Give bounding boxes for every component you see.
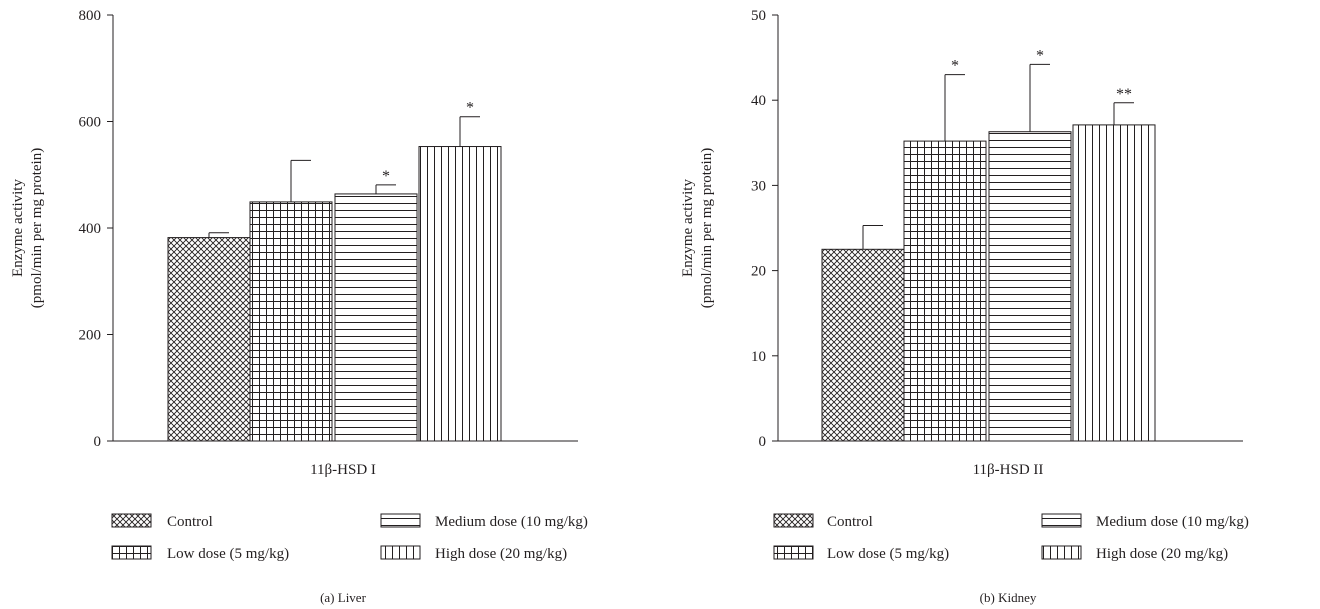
y-axis-title-liver: Enzyme activity (pmol/min per mg protein…	[10, 148, 45, 308]
y-tick-label: 40	[751, 93, 766, 109]
y-axis-title-line1: Enzyme activity	[10, 179, 26, 277]
legend-label: High dose (20 mg/kg)	[1096, 546, 1228, 562]
bar	[418, 146, 502, 442]
legend-item-medium-dose: Medium dose (10 mg/kg)	[380, 513, 588, 530]
legend-item-control: Control	[111, 513, 213, 530]
y-tick-label: 600	[79, 115, 102, 131]
x-axis-label-liver: 11β-HSD I	[310, 462, 376, 478]
legend-label: Low dose (5 mg/kg)	[167, 546, 289, 562]
y-tick-label: 0	[759, 434, 767, 450]
legend-swatch-crosshatch	[111, 513, 152, 528]
legend-item-control: Control	[773, 513, 873, 530]
legend-liver: Control Low dose (5 mg/kg) Medium dose (…	[111, 513, 588, 562]
legend-swatch-horizontal	[1041, 513, 1082, 528]
bar	[249, 201, 333, 442]
y-tick-label: 20	[751, 264, 766, 280]
legend-swatch-vertical	[1041, 545, 1082, 560]
legend-label: Control	[167, 514, 213, 530]
legend-item-low-dose: Low dose (5 mg/kg)	[773, 545, 949, 562]
legend-label: Medium dose (10 mg/kg)	[1096, 514, 1249, 530]
legend-label: Low dose (5 mg/kg)	[827, 546, 949, 562]
y-tick-label: 10	[751, 349, 766, 365]
significance-marker: *	[466, 100, 474, 117]
significance-marker: *	[951, 58, 959, 75]
panel-liver: 0 200 400 600 800 * *	[79, 8, 578, 450]
y-tick-label: 400	[79, 221, 102, 237]
panel-caption-kidney: (b) Kidney	[980, 590, 1037, 605]
y-tick-label: 800	[79, 8, 102, 24]
x-axis-label-kidney: 11β-HSD II	[973, 462, 1044, 478]
significance-marker: *	[382, 168, 390, 185]
bar	[903, 140, 987, 442]
legend-swatch-vertical	[380, 545, 421, 560]
legend-swatch-grid	[773, 545, 814, 560]
y-tick-label: 200	[79, 328, 102, 344]
significance-marker: *	[1036, 47, 1044, 64]
legend-item-medium-dose: Medium dose (10 mg/kg)	[1041, 513, 1249, 530]
y-tick-label: 0	[94, 434, 102, 450]
legend-swatch-crosshatch	[773, 513, 814, 528]
legend-swatch-horizontal	[380, 513, 421, 528]
legend-label: Control	[827, 514, 873, 530]
legend-item-high-dose: High dose (20 mg/kg)	[380, 545, 567, 562]
legend-item-high-dose: High dose (20 mg/kg)	[1041, 545, 1228, 562]
legend-kidney: Control Low dose (5 mg/kg) Medium dose (…	[773, 513, 1249, 562]
significance-marker: **	[1116, 86, 1132, 103]
y-tick-label: 50	[751, 8, 766, 24]
legend-label: High dose (20 mg/kg)	[435, 546, 567, 562]
bar	[167, 237, 251, 442]
y-axis-title-line2: (pmol/min per mg protein)	[29, 148, 45, 308]
bar	[334, 193, 418, 442]
bar	[1072, 124, 1156, 442]
y-tick-label: 30	[751, 178, 766, 194]
legend-item-low-dose: Low dose (5 mg/kg)	[111, 545, 289, 562]
bar	[821, 248, 905, 442]
y-axis-title-line1: Enzyme activity	[680, 179, 696, 277]
legend-label: Medium dose (10 mg/kg)	[435, 514, 588, 530]
y-axis-title-kidney: Enzyme activity (pmol/min per mg protein…	[680, 148, 715, 308]
panel-caption-liver: (a) Liver	[320, 590, 367, 605]
bar	[988, 131, 1072, 442]
y-axis-title-line2: (pmol/min per mg protein)	[699, 148, 715, 308]
legend-swatch-grid	[111, 545, 152, 560]
